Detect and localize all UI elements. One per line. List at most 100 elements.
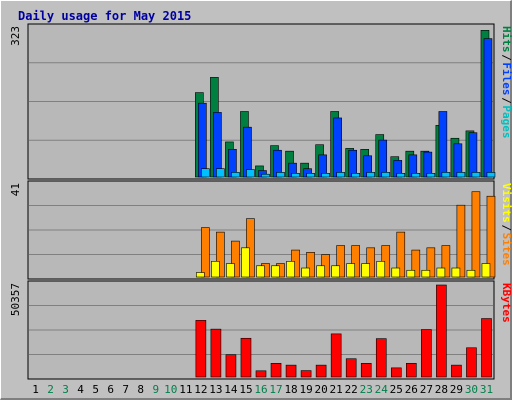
x-tick-label-day-27: 27 xyxy=(420,383,433,396)
x-tick-label-day-5: 5 xyxy=(92,383,99,396)
bar-visits-day-24 xyxy=(376,260,386,278)
bar-files-day-13 xyxy=(213,112,222,178)
x-tick-label-day-1: 1 xyxy=(32,383,39,396)
bar-visits-day-23 xyxy=(361,263,371,278)
bar-sites-day-31 xyxy=(486,195,496,278)
legend-visits: Visits xyxy=(500,183,512,223)
bar-visits-day-18 xyxy=(286,260,295,278)
x-tick-label-day-3: 3 xyxy=(62,383,69,396)
x-tick-label-day-7: 7 xyxy=(122,383,129,396)
x-tick-label-day-28: 28 xyxy=(435,383,448,396)
bar-kbytes-day-13 xyxy=(210,328,222,378)
x-tick-label-day-18: 18 xyxy=(284,383,297,396)
x-tick-label-day-9: 9 xyxy=(152,383,159,396)
bar-pages-day-25 xyxy=(396,173,406,178)
bar-pages-day-24 xyxy=(381,172,391,178)
x-tick-label-day-22: 22 xyxy=(345,383,358,396)
legend-hits: Hits xyxy=(500,26,512,53)
bar-kbytes-day-30 xyxy=(466,347,477,378)
x-tick-label-day-10: 10 xyxy=(164,383,177,396)
bar-kbytes-day-12 xyxy=(195,320,207,378)
x-tick-label-day-25: 25 xyxy=(390,383,403,396)
bar-sites-day-14 xyxy=(231,240,240,278)
bar-visits-day-21 xyxy=(331,265,340,278)
bar-kbytes-day-24 xyxy=(375,338,387,378)
bar-kbytes-day-26 xyxy=(406,362,417,378)
bar-visits-day-29 xyxy=(451,267,461,278)
chart-title: Daily usage for May 2015 xyxy=(18,9,191,23)
bar-visits-day-15 xyxy=(241,247,250,278)
bar-pages-day-22 xyxy=(351,173,360,178)
bar-pages-day-27 xyxy=(426,173,436,178)
bar-files-day-22 xyxy=(348,149,357,178)
bar-visits-day-19 xyxy=(301,267,310,278)
bar-kbytes-day-28 xyxy=(436,284,447,378)
bar-sites-day-23 xyxy=(366,247,376,278)
bar-pages-day-30 xyxy=(471,172,481,178)
bar-sites-day-28 xyxy=(441,245,451,278)
bar-kbytes-day-27 xyxy=(421,329,432,378)
x-tick-label-day-17: 17 xyxy=(269,383,282,396)
x-tick-label-day-29: 29 xyxy=(450,383,463,396)
x-tick-label-day-4: 4 xyxy=(77,383,84,396)
bar-sites-day-13 xyxy=(216,231,225,278)
bar-files-day-30 xyxy=(468,132,478,178)
bar-kbytes-day-16 xyxy=(255,370,267,378)
bar-files-day-21 xyxy=(333,117,342,178)
bar-sites-day-27 xyxy=(426,247,436,278)
bar-kbytes-day-20 xyxy=(315,364,327,378)
panel-hits-max-label: 323 xyxy=(9,26,22,46)
legend-separator: / xyxy=(500,225,512,232)
bar-pages-day-12 xyxy=(201,168,210,178)
bar-sites-day-22 xyxy=(351,245,360,278)
bar-files-day-12 xyxy=(198,102,207,178)
bar-sites-day-19 xyxy=(306,252,315,278)
bar-pages-day-20 xyxy=(321,173,330,178)
bar-sites-day-30 xyxy=(471,191,481,278)
bar-kbytes-day-19 xyxy=(300,370,312,378)
bar-visits-day-31 xyxy=(481,263,491,278)
bar-visits-day-28 xyxy=(436,267,446,278)
bar-kbytes-day-29 xyxy=(451,364,462,378)
bar-visits-day-26 xyxy=(406,269,416,278)
panel-kbytes-max-label: 50357 xyxy=(9,283,22,316)
bar-pages-day-17 xyxy=(276,172,285,178)
bar-kbytes-day-14 xyxy=(225,354,237,378)
bar-pages-day-31 xyxy=(486,172,496,178)
x-tick-label-day-13: 13 xyxy=(209,383,222,396)
bar-visits-day-30 xyxy=(466,269,476,278)
bar-visits-day-13 xyxy=(211,260,220,278)
x-tick-label-day-2: 2 xyxy=(47,383,54,396)
x-tick-label-day-14: 14 xyxy=(224,383,238,396)
x-tick-label-day-30: 30 xyxy=(465,383,478,396)
bar-kbytes-day-22 xyxy=(345,358,357,378)
bar-sites-day-29 xyxy=(456,204,466,278)
legend-separator: / xyxy=(500,97,512,104)
bar-pages-day-14 xyxy=(231,172,240,178)
bar-visits-day-17 xyxy=(271,265,280,278)
x-tick-label-day-20: 20 xyxy=(315,383,328,396)
x-tick-label-day-8: 8 xyxy=(137,383,144,396)
bar-pages-day-26 xyxy=(411,173,421,178)
bar-files-day-29 xyxy=(453,143,463,178)
x-tick-label-day-15: 15 xyxy=(239,383,252,396)
bar-sites-day-25 xyxy=(396,231,406,278)
bar-pages-day-15 xyxy=(246,169,255,178)
x-tick-label-day-31: 31 xyxy=(480,383,493,396)
bar-visits-day-27 xyxy=(421,269,431,278)
x-tick-label-day-26: 26 xyxy=(405,383,418,396)
legend-pages: Pages xyxy=(500,105,512,138)
legend-separator: / xyxy=(500,54,512,61)
bar-visits-day-20 xyxy=(316,265,325,278)
legend-kbytes: KBytes xyxy=(500,283,512,323)
x-tick-label-day-19: 19 xyxy=(299,383,312,396)
bar-sites-day-26 xyxy=(411,249,421,278)
bar-pages-day-29 xyxy=(456,172,466,178)
x-tick-label-day-6: 6 xyxy=(107,383,114,396)
x-tick-label-day-12: 12 xyxy=(194,383,207,396)
x-tick-label-day-23: 23 xyxy=(360,383,373,396)
bar-pages-day-23 xyxy=(366,172,376,178)
bar-files-day-28 xyxy=(438,111,448,178)
bar-pages-day-13 xyxy=(216,168,225,178)
bar-sites-day-21 xyxy=(336,245,345,278)
